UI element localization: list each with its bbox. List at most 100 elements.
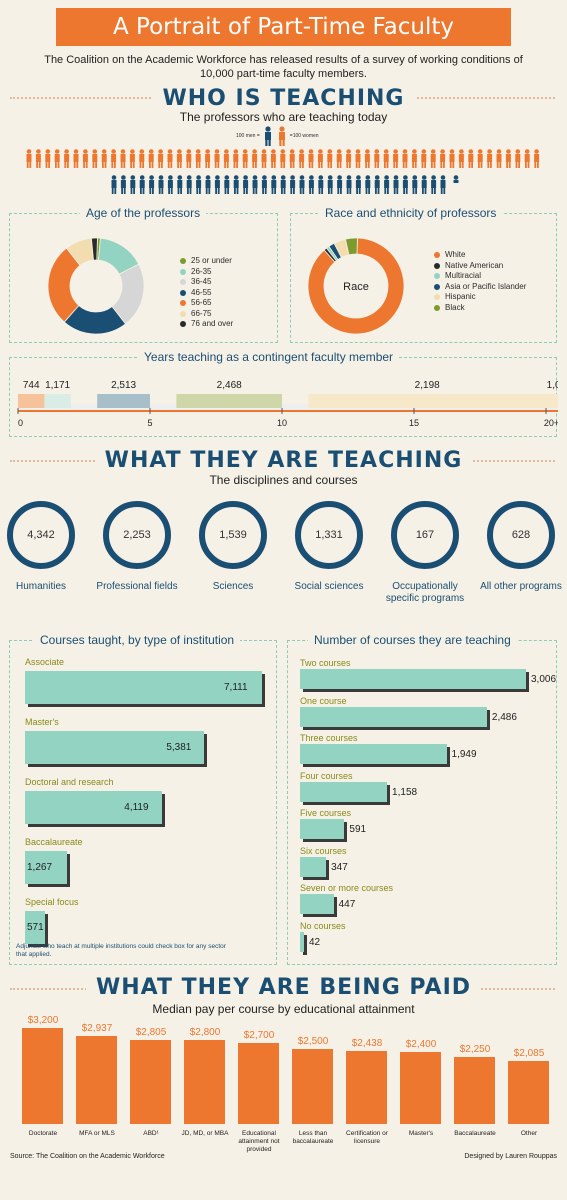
legend-label: 36-45: [191, 277, 212, 287]
discipline-label: Sciences: [212, 581, 254, 592]
woman-icon: [270, 149, 276, 168]
man-icon: [440, 175, 446, 194]
man-icon: [374, 175, 380, 194]
years-value-label: 2,468: [217, 380, 242, 391]
courses-bar: [300, 931, 304, 952]
years-value-label: 744: [23, 380, 40, 391]
man-icon: [280, 175, 286, 194]
years-bar: [546, 394, 558, 408]
woman-icon: [252, 149, 258, 168]
courses-chart-title: Number of courses they are teaching: [308, 633, 517, 647]
legend-item: Multiracial: [434, 271, 526, 282]
legend-label: 25 or under: [191, 256, 232, 266]
man-icon: [290, 175, 296, 194]
slice-black: [344, 237, 358, 256]
woman-icon: [73, 149, 79, 168]
woman-icon: [393, 149, 399, 168]
bar-category-label: Two courses: [300, 658, 351, 668]
legend-item: 46-55: [180, 288, 233, 299]
man-icon: [355, 175, 361, 194]
discipline-circle: 628: [487, 501, 555, 569]
woman-icon: [440, 149, 446, 168]
man-icon: [167, 175, 173, 194]
legend-swatch: [180, 289, 186, 296]
legend-item: 76 and over: [180, 319, 233, 330]
years-value-label: 1,171: [45, 380, 70, 391]
institution-bar: [25, 791, 163, 824]
section-title-teaching: WHAT THEY ARE TEACHING: [0, 448, 567, 473]
courses-bar: [300, 856, 327, 877]
woman-icon: [233, 149, 239, 168]
pay-bar: [292, 1049, 333, 1124]
people-pictograph: [26, 149, 540, 194]
legend-item: Black: [434, 303, 526, 314]
man-icon: [130, 175, 136, 194]
pay-value-label: $2,700: [243, 1030, 275, 1041]
pay-category-label: Doctorate: [28, 1130, 58, 1137]
race-chart-box: Race and ethnicity of professors Race Wh…: [290, 206, 557, 343]
man-icon: [158, 175, 164, 194]
man-icon: [299, 175, 305, 194]
institution-bar: [25, 911, 45, 944]
woman-icon: [92, 149, 98, 168]
woman-icon: [176, 149, 182, 168]
years-value-label: 2,198: [415, 380, 440, 391]
legend-swatch: [434, 304, 440, 311]
man-icon: [177, 175, 183, 194]
institution-bar: [25, 731, 205, 764]
bar-category-label: No courses: [300, 920, 346, 931]
bar-category-label: Special focus: [25, 897, 79, 907]
legend-item: Hispanic: [434, 292, 526, 303]
legend-label: 46-55: [191, 287, 212, 297]
legend-item: 66-75: [180, 309, 233, 320]
bar-value-label: 7,111: [224, 682, 248, 693]
woman-icon: [355, 149, 361, 168]
slice-white: [307, 237, 405, 335]
section-subtitle-teaching: The disciplines and courses: [209, 473, 358, 487]
pay-category-label: Master's: [408, 1130, 434, 1137]
discipline-label: Professional fields: [96, 581, 178, 592]
woman-icon: [487, 149, 493, 168]
man-icon: [196, 175, 202, 194]
man-icon: [261, 175, 267, 194]
man-icon: [393, 175, 399, 194]
discipline-label: Humanities: [15, 581, 67, 592]
bar-category-label: Baccalaureate: [25, 837, 83, 847]
man-icon: [205, 175, 211, 194]
legend-item: White: [434, 250, 526, 261]
years-bar: [176, 394, 282, 408]
woman-icon: [327, 149, 333, 168]
woman-icon: [111, 149, 117, 168]
woman-icon: [45, 149, 51, 168]
pay-bar: [22, 1028, 63, 1124]
institution-note: Adjuncts who teach at multiple instituti…: [16, 943, 226, 958]
bar-value-label: 3,006: [531, 674, 557, 685]
pay-category-label: Certification or licensure: [346, 1130, 388, 1145]
woman-icon: [186, 149, 192, 168]
legend-item: 25 or under: [180, 256, 233, 267]
pay-value-label: $2,937: [81, 1022, 113, 1034]
pay-bar: [238, 1043, 279, 1124]
man-icon: [402, 175, 408, 194]
years-chart: 744 1,171 2,513 2,468 2,198 1,093 0 5 10 15 20+: [17, 380, 558, 428]
discipline-circle: 1,331: [295, 501, 363, 569]
race-legend: White Native American Multiracial Asia or P…: [434, 250, 526, 313]
discipline-circle: 2,253: [103, 501, 171, 569]
woman-icon: [148, 149, 154, 168]
courses-bar: [300, 894, 334, 914]
legend-label: Native American: [445, 260, 504, 270]
man-icon: [308, 175, 314, 194]
bar-value-label: 1,267: [27, 862, 53, 873]
woman-icon: [205, 149, 211, 168]
man-icon: [327, 175, 333, 194]
bar-value-label: 5,381: [166, 742, 192, 753]
man-icon: [271, 175, 277, 194]
bar-category-label: Seven or more courses: [300, 883, 394, 893]
years-value-label: 1,093: [547, 380, 558, 391]
woman-icon: [336, 149, 342, 168]
bar-category-label: Master's: [25, 717, 59, 727]
bar-category-label: Six courses: [300, 845, 347, 856]
man-icon: [337, 175, 343, 194]
years-tick-label: 0: [18, 418, 23, 428]
courses-bar: [300, 744, 447, 764]
